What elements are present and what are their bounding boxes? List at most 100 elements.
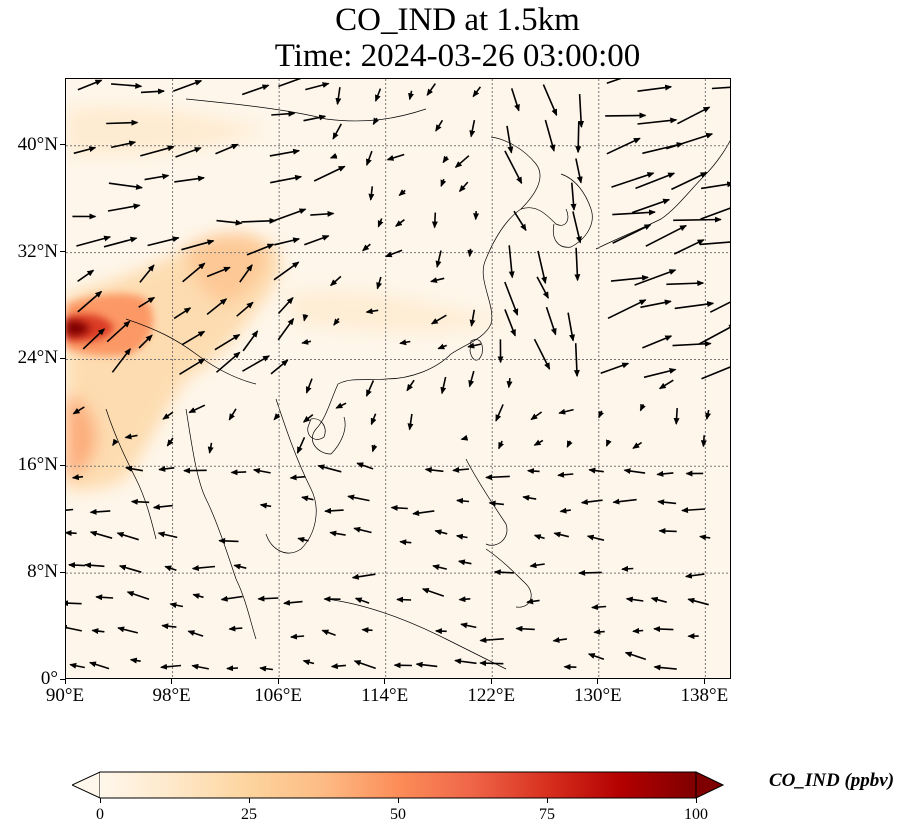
wind-arrow — [665, 132, 714, 150]
wind-arrow — [368, 186, 375, 201]
wind-arrow — [452, 466, 470, 473]
wind-arrow — [273, 261, 300, 281]
wind-arrow — [66, 508, 74, 511]
wind-arrow — [396, 596, 412, 603]
map-canvas — [66, 79, 730, 678]
wind-arrow — [376, 276, 383, 290]
lon-tick-label: 90°E — [45, 685, 85, 706]
wind-arrow — [498, 440, 504, 450]
wind-arrow — [152, 503, 173, 510]
wind-arrow — [637, 117, 678, 125]
wind-arrow — [495, 404, 504, 422]
wind-arrow — [699, 241, 730, 246]
wind-arrow — [658, 379, 674, 390]
wind-arrow — [557, 471, 574, 478]
wind-arrow — [504, 309, 516, 337]
wind-arrow — [166, 437, 174, 447]
wind-arrow — [681, 507, 706, 514]
wind-arrow — [216, 219, 243, 226]
wind-arrow — [353, 660, 376, 670]
wind-arrow — [488, 500, 504, 507]
wind-arrow — [558, 408, 574, 415]
indochina-coast — [265, 398, 317, 554]
wind-arrow — [290, 633, 305, 640]
wind-arrow — [578, 569, 602, 576]
wind-arrow — [437, 343, 447, 350]
wind-arrow — [687, 597, 709, 606]
wind-arrow — [372, 117, 380, 126]
wind-arrow — [297, 536, 309, 543]
wind-arrow — [642, 335, 673, 349]
wind-arrow — [271, 110, 296, 117]
lat-tick-mark — [60, 357, 65, 359]
wind-arrow — [701, 366, 730, 380]
wind-arrow — [674, 301, 715, 310]
wind-arrow — [270, 174, 303, 184]
wind-arrow — [605, 439, 612, 447]
wind-arrow — [147, 236, 180, 247]
wind-arrow — [241, 84, 270, 96]
wind-arrow — [73, 146, 97, 155]
wind-arrow — [457, 559, 472, 566]
wind-arrow — [530, 411, 543, 421]
wind-arrow — [321, 629, 336, 636]
wind-arrow — [124, 433, 138, 440]
wind-arrow — [472, 86, 482, 98]
wind-arrow — [77, 269, 95, 283]
wind-arrow — [191, 663, 209, 670]
wind-arrow — [160, 663, 182, 670]
wind-arrow — [600, 362, 630, 375]
wind-arrow — [454, 658, 477, 665]
wind-arrow — [458, 181, 469, 193]
wind-arrow — [424, 466, 444, 473]
wind-arrow — [191, 565, 216, 572]
wind-arrow — [390, 504, 408, 511]
colorbar-max-extension — [695, 771, 724, 799]
wind-arrow — [130, 498, 150, 505]
wind-arrow — [625, 596, 644, 603]
wind-arrow — [181, 239, 215, 251]
wind-arrow — [610, 274, 649, 282]
wind-arrow — [575, 121, 582, 154]
wind-arrow — [129, 657, 141, 664]
lon-tick-mark — [277, 679, 279, 684]
wind-arrow — [580, 499, 603, 505]
wind-arrow — [239, 264, 253, 283]
wind-arrow — [164, 565, 177, 572]
wind-arrow — [705, 409, 711, 420]
wind-arrow — [526, 598, 540, 605]
wind-arrow — [277, 317, 295, 341]
wind-arrow — [631, 198, 671, 214]
wind-arrow — [140, 145, 175, 157]
east-china-haze-region — [286, 289, 506, 333]
wind-arrow — [415, 661, 438, 668]
wind-arrow — [526, 468, 540, 475]
wind-arrow — [506, 378, 513, 389]
wind-arrow — [242, 330, 259, 352]
wind-arrow — [304, 235, 330, 246]
wind-arrow — [454, 155, 470, 168]
wind-arrow — [103, 236, 138, 248]
wind-arrow — [365, 380, 375, 397]
wind-arrow — [301, 338, 312, 345]
wind-arrow — [542, 84, 558, 117]
wind-arrow — [333, 318, 340, 326]
wind-arrow — [215, 351, 241, 373]
korea-coast — [552, 173, 593, 248]
philippines-luzon-coast — [465, 458, 508, 546]
co-concentration-field — [66, 105, 506, 491]
lat-tick-label: 8°N — [27, 561, 58, 583]
wind-arrow — [529, 562, 545, 569]
lat-tick-mark — [60, 571, 65, 573]
colorbar — [72, 771, 724, 799]
wind-arrow — [370, 413, 377, 426]
lon-tick-label: 106°E — [254, 685, 302, 706]
wind-arrow — [657, 499, 677, 506]
wind-arrow — [335, 402, 347, 409]
lon-tick-label: 130°E — [573, 685, 622, 706]
colorbar-min-extension — [72, 771, 101, 799]
lat-tick-mark — [60, 464, 65, 466]
wind-arrow — [467, 248, 474, 258]
wind-arrow — [384, 249, 403, 258]
wind-arrow — [116, 532, 139, 541]
